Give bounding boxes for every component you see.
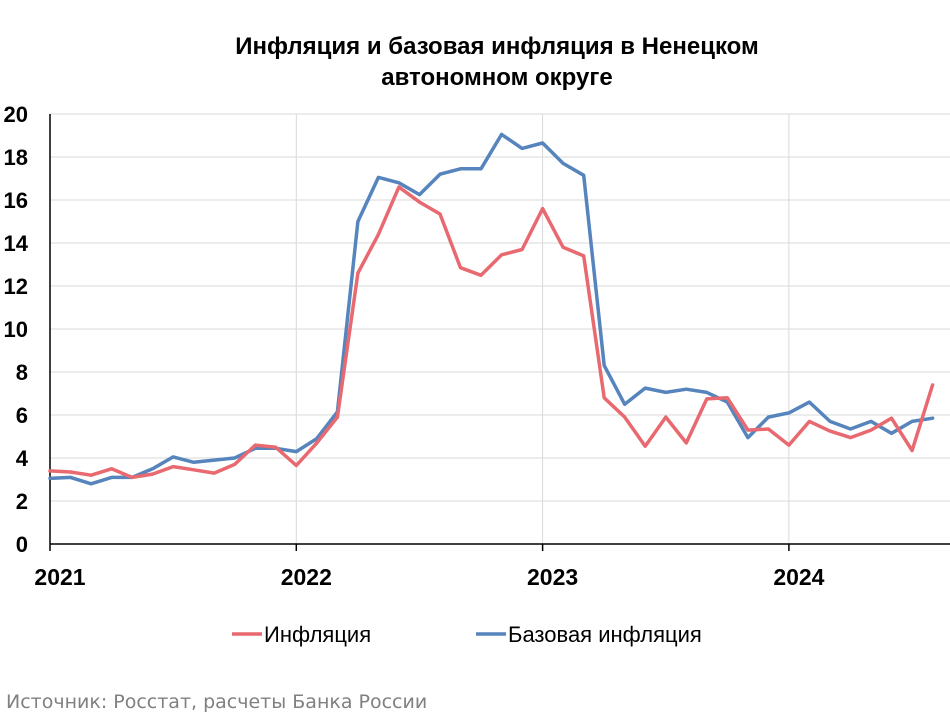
series-line-core-inflation (48, 132, 935, 486)
x-axis-tick-labels: 2021 2022 2023 2024 (34, 564, 824, 590)
legend-label-core-inflation: Базовая инфляция (508, 622, 702, 647)
y-tick-label: 8 (16, 360, 28, 385)
y-tick-label: 6 (16, 403, 28, 428)
chart-title-line-1: Инфляция и базовая инфляция в Ненецком (235, 33, 759, 60)
legend-label-inflation: Инфляция (264, 622, 371, 647)
y-tick-label: 18 (4, 145, 28, 170)
y-tick-label: 2 (16, 489, 28, 514)
y-tick-label: 12 (4, 274, 28, 299)
chart-title-line-2: автономном округе (381, 64, 612, 91)
y-tick-label: 16 (4, 188, 28, 213)
legend: Инфляция Базовая инфляция (232, 622, 702, 647)
series-lines (48, 132, 935, 486)
y-axis-tick-labels: 0 2 4 6 8 10 12 14 16 18 20 (4, 102, 29, 557)
y-tick-label: 14 (4, 231, 29, 256)
x-tick-label: 2021 (34, 564, 85, 590)
x-tick-label: 2023 (527, 564, 578, 590)
source-note: Источник: Росстат, расчеты Банка России (6, 691, 427, 713)
y-tick-label: 20 (4, 102, 28, 127)
series-line-inflation (48, 185, 935, 480)
y-tick-label: 4 (16, 446, 29, 471)
y-tick-label: 0 (16, 532, 28, 557)
gridlines (50, 113, 950, 544)
x-tick-label: 2022 (281, 564, 332, 590)
y-tick-label: 10 (4, 317, 28, 342)
x-tick-label: 2024 (773, 564, 824, 590)
